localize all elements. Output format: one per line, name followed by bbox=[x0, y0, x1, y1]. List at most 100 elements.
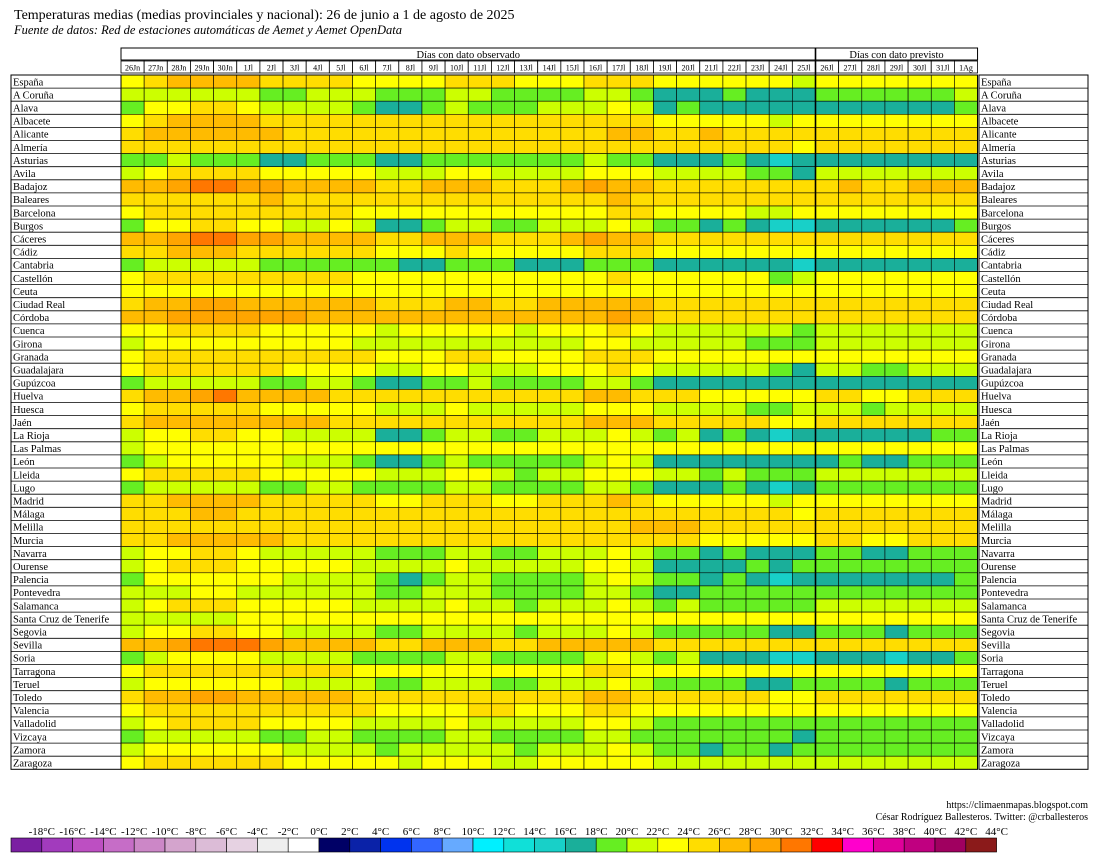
heatmap-cell bbox=[444, 310, 469, 325]
heatmap-cell bbox=[583, 520, 608, 534]
heatmap-cell bbox=[444, 572, 469, 587]
heatmap-cell bbox=[653, 375, 677, 390]
heatmap-cell bbox=[143, 585, 168, 600]
heatmap-cell bbox=[190, 74, 214, 89]
heatmap-cell bbox=[514, 677, 538, 691]
heatmap-cell bbox=[282, 218, 307, 233]
heatmap-cell bbox=[629, 166, 654, 181]
heatmap-cell bbox=[838, 271, 863, 285]
heatmap-cell bbox=[792, 362, 816, 377]
heatmap-cell bbox=[583, 166, 608, 181]
heatmap-cell bbox=[421, 362, 446, 377]
row-label-right: Huesca bbox=[981, 405, 1012, 416]
row-label-left: España bbox=[13, 77, 44, 88]
heatmap-cell bbox=[329, 192, 353, 207]
heatmap-cell bbox=[861, 729, 886, 744]
heatmap-cell bbox=[699, 716, 724, 731]
heatmap-cell bbox=[861, 271, 886, 285]
legend-swatch bbox=[811, 837, 843, 853]
heatmap-cell bbox=[606, 480, 631, 495]
heatmap-cell bbox=[815, 258, 839, 272]
heatmap-cell bbox=[444, 336, 469, 351]
heatmap-cell bbox=[606, 166, 631, 181]
heatmap-cell bbox=[653, 742, 677, 757]
heatmap-cell bbox=[629, 546, 654, 560]
heatmap-cell bbox=[560, 755, 585, 770]
heatmap-cell bbox=[259, 336, 284, 351]
heatmap-cell bbox=[606, 677, 631, 691]
heatmap-cell bbox=[676, 284, 701, 299]
heatmap-cell bbox=[676, 611, 701, 626]
heatmap-cell bbox=[907, 533, 932, 547]
heatmap-cell bbox=[907, 716, 932, 731]
heatmap-cell bbox=[329, 428, 353, 443]
heatmap-cell bbox=[954, 533, 978, 547]
heatmap-cell bbox=[676, 664, 701, 678]
legend-label: 0°C bbox=[310, 826, 327, 838]
heatmap-cell bbox=[653, 441, 677, 456]
heatmap-cell bbox=[907, 179, 932, 194]
heatmap-cell bbox=[514, 74, 538, 89]
heatmap-cell bbox=[606, 415, 631, 430]
heatmap-cell bbox=[884, 611, 909, 626]
heatmap-cell bbox=[352, 611, 376, 626]
heatmap-cell bbox=[329, 323, 353, 338]
heatmap-cell bbox=[930, 716, 955, 731]
heatmap-cell bbox=[305, 559, 330, 574]
heatmap-cell bbox=[792, 598, 816, 613]
heatmap-cell bbox=[329, 153, 353, 168]
heatmap-cell bbox=[444, 218, 469, 233]
heatmap-cell bbox=[583, 651, 608, 665]
heatmap-cell bbox=[560, 533, 585, 547]
heatmap-cell bbox=[629, 179, 654, 194]
heatmap-cell bbox=[421, 127, 446, 141]
heatmap-cell bbox=[259, 127, 284, 141]
heatmap-cell bbox=[676, 179, 701, 194]
heatmap-cell bbox=[398, 205, 423, 220]
heatmap-cell bbox=[583, 677, 608, 691]
heatmap-cell bbox=[560, 428, 585, 443]
heatmap-cell bbox=[120, 690, 145, 705]
heatmap-cell bbox=[190, 245, 214, 259]
heatmap-cell bbox=[930, 127, 955, 141]
heatmap-cell bbox=[954, 231, 978, 246]
heatmap-cell bbox=[792, 336, 816, 351]
heatmap-cell bbox=[907, 245, 932, 259]
heatmap-cell bbox=[305, 624, 330, 639]
heatmap-cell bbox=[653, 729, 677, 744]
heatmap-cell bbox=[537, 533, 562, 547]
heatmap-cell bbox=[722, 192, 747, 207]
row-label-right: Sevilla bbox=[981, 641, 1011, 652]
heatmap-cell bbox=[213, 520, 238, 534]
heatmap-cell bbox=[560, 441, 585, 456]
heatmap-cell bbox=[491, 598, 515, 613]
heatmap-cell bbox=[537, 454, 562, 469]
heatmap-cell bbox=[907, 402, 932, 416]
heatmap-cell bbox=[792, 624, 816, 639]
row-label-right: Cádiz bbox=[981, 248, 1006, 259]
heatmap-cell bbox=[676, 362, 701, 377]
heatmap-cell bbox=[282, 480, 307, 495]
heatmap-cell bbox=[653, 546, 677, 560]
row-label-left: Badajoz bbox=[13, 182, 48, 193]
heatmap-cell bbox=[398, 637, 423, 652]
heatmap-cell bbox=[838, 179, 863, 194]
heatmap-cell bbox=[375, 480, 400, 495]
heatmap-cell bbox=[120, 205, 145, 220]
heatmap-cell bbox=[583, 611, 608, 626]
heatmap-cell bbox=[560, 598, 585, 613]
heatmap-cell bbox=[259, 349, 284, 364]
heatmap-cell bbox=[352, 415, 376, 430]
heatmap-cell bbox=[583, 742, 608, 757]
heatmap-cell bbox=[930, 389, 955, 403]
heatmap-cell bbox=[699, 362, 724, 377]
heatmap-cell bbox=[259, 677, 284, 691]
heatmap-cell bbox=[537, 192, 562, 207]
heatmap-cell bbox=[583, 74, 608, 89]
heatmap-cell bbox=[745, 651, 770, 665]
heatmap-cell bbox=[907, 87, 932, 102]
heatmap-cell bbox=[560, 205, 585, 220]
heatmap-cell bbox=[352, 742, 376, 757]
heatmap-cell bbox=[884, 520, 909, 534]
heatmap-cell bbox=[745, 454, 770, 469]
